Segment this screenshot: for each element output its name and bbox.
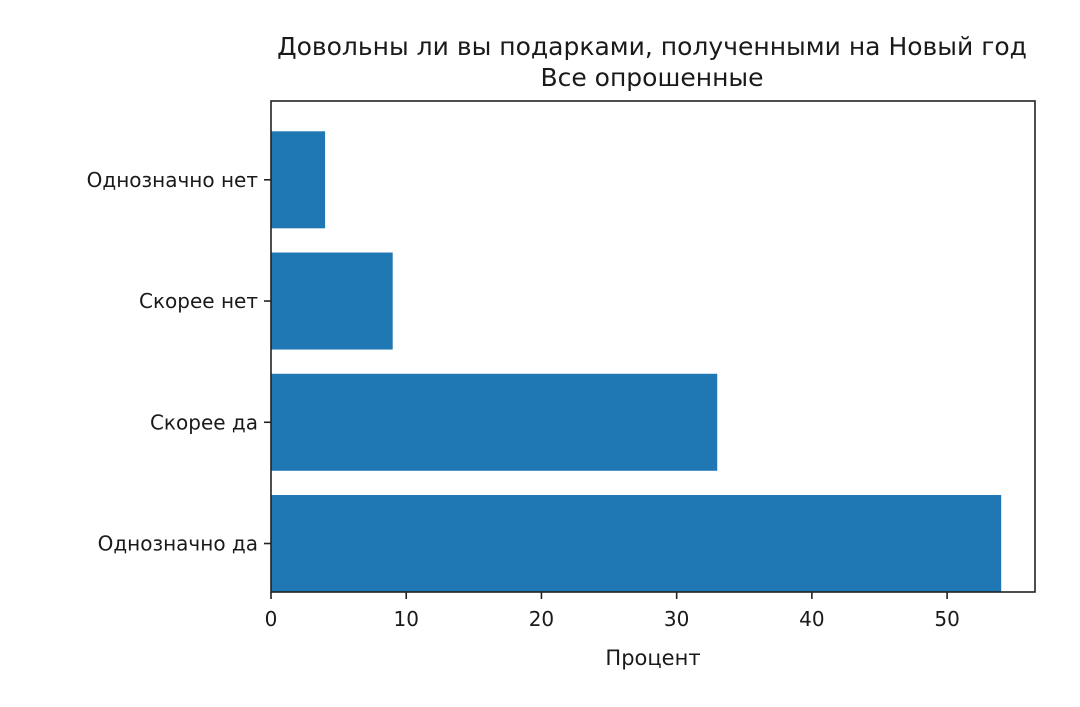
chart-subtitle: Все опрошенные	[540, 63, 763, 92]
y-tick-label: Однозначно нет	[87, 168, 259, 192]
x-tick-label: 0	[265, 607, 278, 631]
y-tick-label: Скорее да	[150, 410, 258, 434]
bar-2	[271, 373, 718, 471]
y-tick-label: Однозначно да	[98, 532, 258, 556]
x-axis-label: Процент	[605, 646, 700, 670]
plot-frame	[270, 100, 1036, 593]
x-tick-label: 50	[934, 607, 959, 631]
bar-1	[271, 252, 393, 350]
x-axis: 0 10 20 30 40 50	[265, 592, 960, 631]
bars-layer	[271, 131, 1002, 592]
chart-title: Довольны ли вы подарками, полученными на…	[277, 32, 1027, 61]
bar-3	[271, 495, 1002, 592]
y-axis: Однозначно нет Скорее нет Скорее да Однозна…	[87, 168, 271, 556]
x-tick-label: 30	[664, 607, 689, 631]
bar-0	[271, 131, 326, 229]
x-tick-label: 20	[529, 607, 554, 631]
x-tick-label: 10	[393, 607, 418, 631]
x-tick-label: 40	[799, 607, 824, 631]
y-tick-label: Скорее нет	[139, 289, 258, 313]
